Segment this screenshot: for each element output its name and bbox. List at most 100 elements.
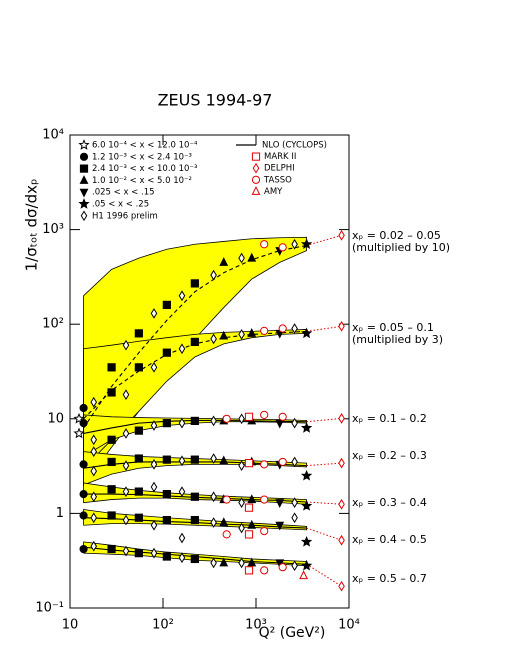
data-point — [300, 469, 313, 481]
data-point — [107, 544, 116, 554]
data-point — [247, 494, 257, 504]
data-point — [219, 557, 229, 567]
y-tick-label: 10³ — [42, 222, 64, 237]
data-point — [190, 337, 199, 346]
data-point — [244, 459, 254, 468]
data-point — [219, 330, 229, 340]
data-point — [134, 329, 143, 338]
data-point — [122, 428, 130, 439]
data-point — [210, 517, 217, 528]
legend-label: 2.4 10⁻³ < x < 10.0 10⁻³ — [92, 164, 197, 174]
data-point — [291, 417, 298, 429]
x-tick-label: 10 — [62, 618, 79, 633]
data-point — [150, 547, 158, 559]
data-point — [260, 460, 269, 469]
legend-marker — [78, 139, 90, 150]
data-point — [122, 545, 130, 557]
data-point — [247, 557, 257, 567]
data-point — [122, 389, 130, 401]
bin-label: xₚ = 0.3 – 0.4 — [352, 496, 427, 509]
data-point — [300, 422, 313, 433]
data-point — [219, 455, 229, 465]
data-point — [291, 456, 298, 468]
data-point — [162, 348, 171, 357]
extrapolation-line — [306, 501, 342, 505]
data-point — [162, 552, 171, 561]
data-point — [79, 403, 88, 413]
data-point — [178, 552, 186, 564]
data-point — [190, 455, 199, 464]
data-point — [107, 435, 116, 444]
data-point — [275, 499, 285, 508]
y-tick-label: 10⁴ — [42, 128, 64, 143]
data-point — [79, 511, 88, 520]
legend-marker — [252, 162, 260, 174]
data-point — [79, 544, 88, 554]
data-point — [90, 396, 98, 408]
extrapolation-line — [306, 417, 342, 423]
data-point — [278, 412, 287, 421]
data-point — [238, 329, 245, 340]
data-point — [291, 560, 298, 572]
data-point — [244, 566, 254, 575]
data-point — [134, 454, 143, 463]
extrapolation-line — [306, 527, 342, 541]
data-point — [219, 257, 229, 266]
data-point — [299, 570, 309, 580]
data-point — [178, 455, 186, 467]
data-point — [275, 419, 285, 429]
data-point — [134, 426, 143, 435]
data-point — [210, 415, 217, 427]
data-point — [300, 500, 313, 511]
legend-marker — [251, 152, 261, 161]
data-point — [238, 497, 245, 508]
legend-label: 1.2 10⁻³ < x < 2.4 10⁻³ — [92, 152, 192, 162]
data-point — [150, 361, 158, 373]
data-point — [260, 326, 269, 335]
x-tick-label: 10² — [152, 618, 174, 633]
data-point — [291, 323, 298, 334]
data-point — [190, 492, 199, 501]
data-point — [190, 279, 199, 288]
legend-label: DELPHI — [264, 164, 295, 174]
bin-label: xₚ = 0.02 – 0.05 — [352, 229, 441, 242]
data-point — [338, 457, 345, 469]
data-point — [238, 252, 245, 264]
data-point — [247, 519, 257, 529]
data-point — [134, 487, 143, 496]
data-point — [260, 526, 269, 536]
data-point — [107, 363, 116, 372]
legend-label: 6.0 10⁻⁴ < x < 12.0 10⁻⁴ — [92, 141, 198, 151]
legend-marker — [78, 198, 90, 209]
data-point — [73, 427, 85, 439]
x-tick-label: 10⁴ — [338, 618, 360, 633]
legend-marker — [79, 152, 89, 161]
plot-frame — [69, 134, 350, 609]
data-point — [338, 320, 345, 332]
chart-title: ZEUS 1994-97 — [158, 91, 273, 110]
data-point — [90, 512, 98, 524]
data-point — [90, 491, 98, 503]
legend-label: 1.0 10⁻² < x < 5.0 10⁻² — [92, 176, 192, 186]
data-point — [278, 324, 287, 333]
bin-note: (multiplied by 10) — [352, 241, 450, 254]
data-point — [107, 485, 116, 494]
data-point — [300, 559, 313, 571]
data-point — [107, 511, 116, 520]
data-point — [219, 517, 229, 527]
extrapolation-line — [306, 462, 342, 467]
data-point — [150, 481, 158, 493]
data-point — [190, 554, 199, 564]
data-point — [222, 530, 231, 539]
data-point — [238, 460, 245, 471]
data-point — [210, 269, 217, 281]
data-point — [247, 328, 257, 337]
x-axis-label: Q² (GeV²) — [259, 625, 326, 641]
legend-label: MARK II — [264, 152, 296, 162]
data-point — [338, 534, 345, 546]
data-point — [260, 495, 269, 504]
data-point — [338, 413, 345, 424]
legend-marker — [251, 175, 261, 184]
legend-marker — [79, 175, 89, 184]
data-point — [300, 327, 313, 339]
